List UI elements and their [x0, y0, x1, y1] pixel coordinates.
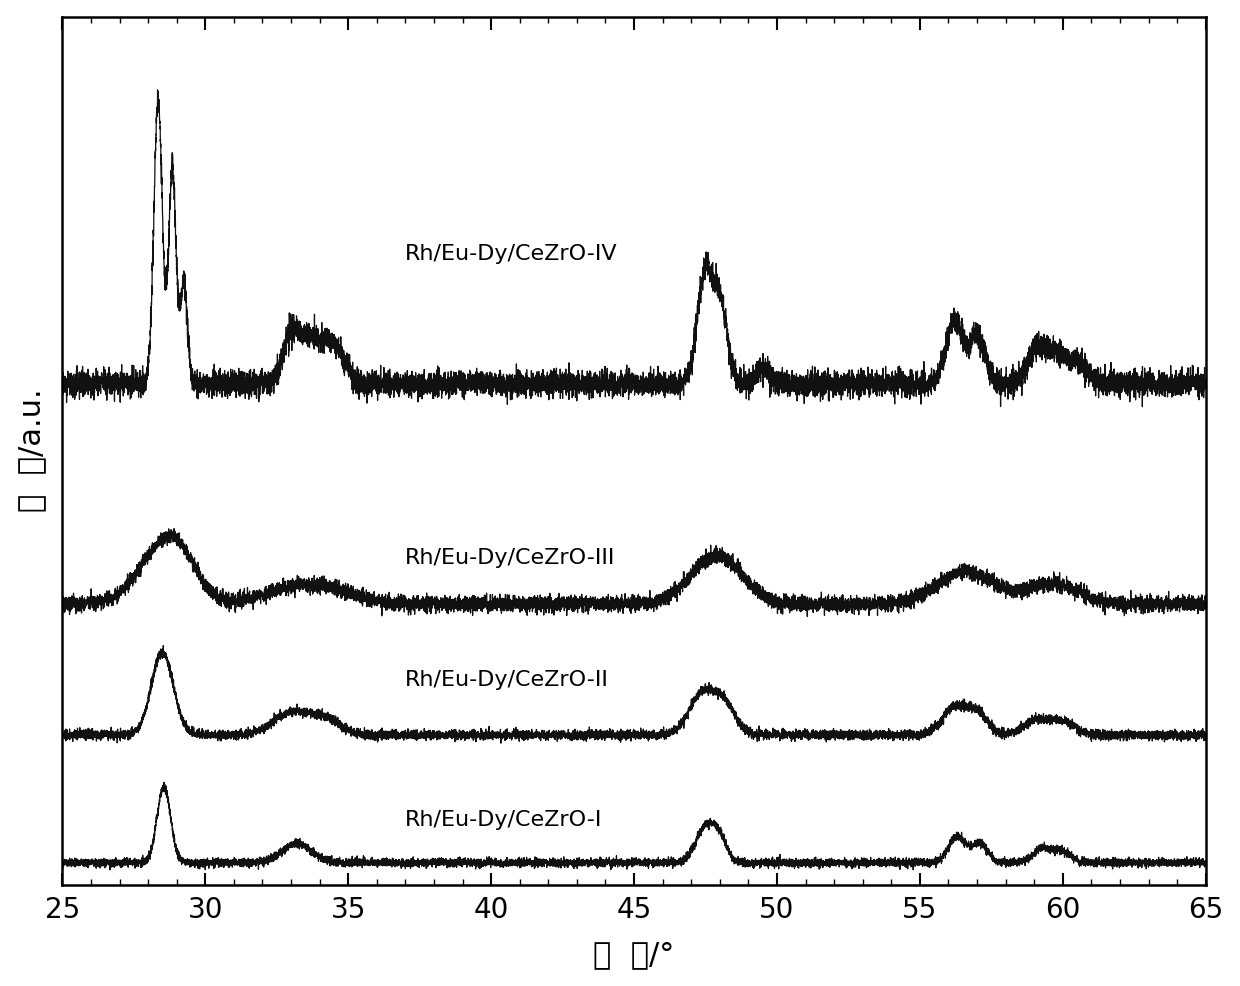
X-axis label: 角  度/°: 角 度/°	[593, 941, 675, 969]
Text: Rh/Eu-Dy/CeZrO-IV: Rh/Eu-Dy/CeZrO-IV	[405, 245, 618, 264]
Text: Rh/Eu-Dy/CeZrO-II: Rh/Eu-Dy/CeZrO-II	[405, 669, 609, 689]
Text: Rh/Eu-Dy/CeZrO-I: Rh/Eu-Dy/CeZrO-I	[405, 810, 603, 830]
Y-axis label: 强  度/a.u.: 强 度/a.u.	[16, 388, 46, 513]
Text: Rh/Eu-Dy/CeZrO-III: Rh/Eu-Dy/CeZrO-III	[405, 548, 616, 568]
